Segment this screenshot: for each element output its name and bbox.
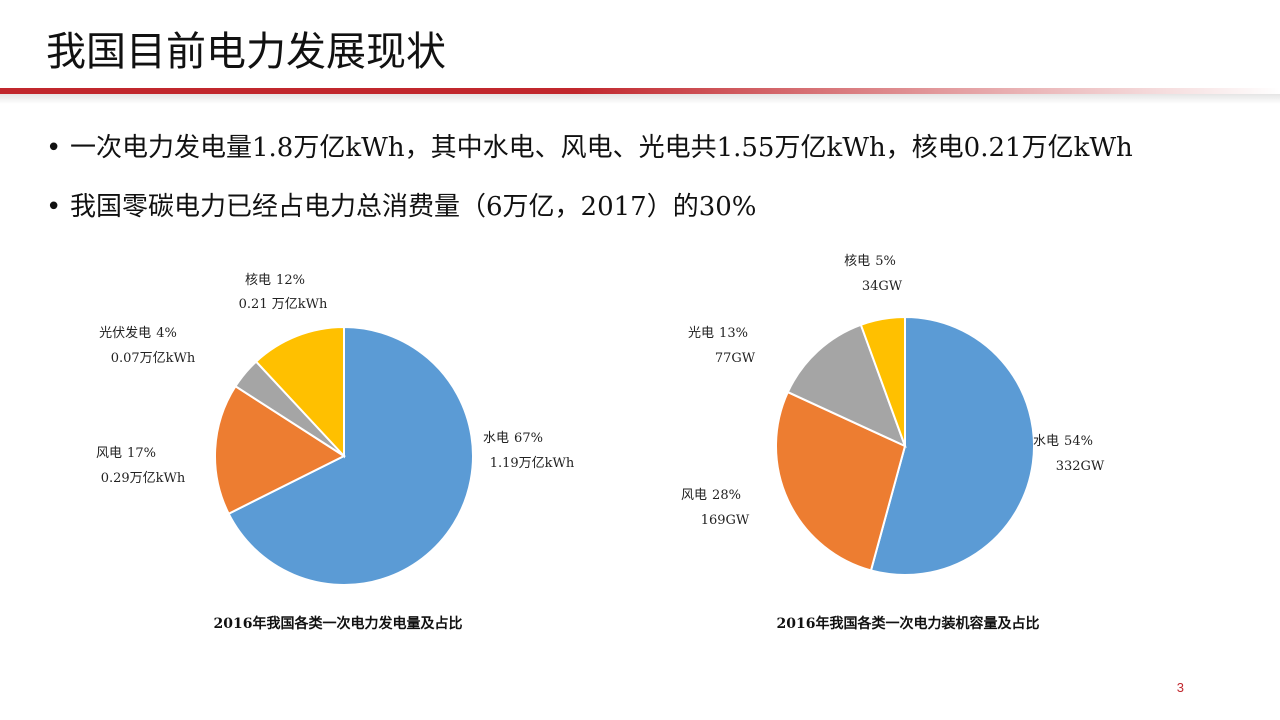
title-underline-shadow (0, 94, 1280, 104)
chart-caption: 2016年我国各类一次电力装机容量及占比 (777, 615, 1040, 632)
label-value: 169GW (701, 513, 750, 528)
bullet-dot-icon: • (46, 133, 62, 163)
label-name: 核电 (844, 254, 870, 269)
label-pct: 13% (719, 326, 748, 341)
bullet-dot-icon: • (46, 192, 62, 222)
pie-slices (775, 315, 1035, 576)
label-value: 0.21 万亿kWh (239, 297, 328, 312)
label-pct: 12% (276, 273, 305, 288)
bullet-text: 我国零碳电力已经占电力总消费量（6万亿，2017）的30% (70, 192, 757, 222)
label-pct: 4% (156, 326, 177, 341)
bullet-item: • 一次电力发电量1.8万亿kWh，其中水电、风电、光电共1.55万亿kWh，核电… (46, 128, 1246, 168)
label-name: 水电 (1033, 434, 1059, 449)
label-value: 0.29万亿kWh (101, 471, 186, 486)
label-value: 0.07万亿kWh (111, 351, 196, 366)
label-name: 光电 (688, 326, 714, 341)
pie-slice (859, 315, 906, 447)
label-value: 34GW (862, 279, 903, 294)
label-value: 332GW (1056, 459, 1105, 474)
bullet-list: • 一次电力发电量1.8万亿kWh，其中水电、风电、光电共1.55万亿kWh，核电… (46, 128, 1246, 246)
pie-slice (869, 315, 1035, 576)
pie-slice (254, 325, 345, 459)
label-name: 光伏发电 (99, 325, 151, 341)
label-name: 风电 (681, 488, 707, 503)
label-pct: 5% (875, 254, 896, 269)
label-value: 77GW (715, 351, 756, 366)
label-pct: 67% (514, 431, 543, 446)
label-value: 1.19万亿kWh (490, 456, 575, 471)
pie-slice (214, 384, 347, 516)
title-underline-bar (0, 88, 1280, 94)
pie-slice (786, 323, 907, 448)
pie-chart-generation: 核电 12% 0.21 万亿kWh 光伏发电 4% 0.07万亿kWh 风电 1… (96, 273, 575, 632)
label-pct: 28% (712, 488, 741, 503)
label-pct: 17% (127, 446, 156, 461)
chart-caption: 2016年我国各类一次电力发电量及占比 (214, 615, 463, 632)
label-pct: 54% (1064, 434, 1093, 449)
pie-chart-capacity: 核电 5% 34GW 光电 13% 77GW 风电 28% 169GW 水电 5… (681, 254, 1105, 632)
slide-title: 我国目前电力发展现状 (46, 29, 446, 75)
label-name: 水电 (483, 431, 509, 446)
bullet-item: • 我国零碳电力已经占电力总消费量（6万亿，2017）的30% (46, 187, 1246, 227)
pie-slices (214, 325, 474, 586)
bullet-text: 一次电力发电量1.8万亿kWh，其中水电、风电、光电共1.55万亿kWh，核电0… (70, 133, 1133, 163)
label-name: 风电 (96, 446, 122, 461)
pie-slice (775, 390, 907, 572)
page-number: 3 (1176, 680, 1184, 695)
label-name-pct: 核电 (245, 273, 271, 288)
pie-slice (227, 325, 474, 586)
